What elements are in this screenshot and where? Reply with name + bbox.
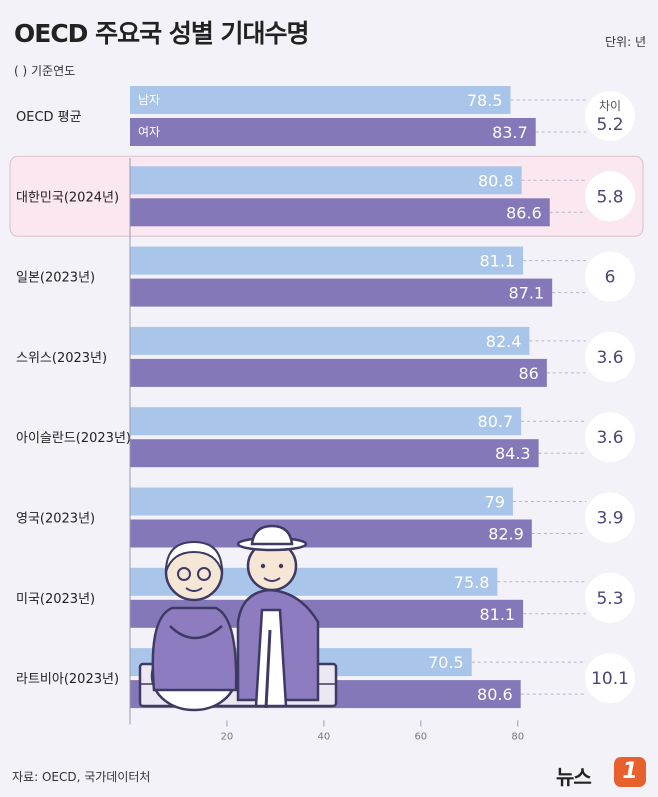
value-label-male: 80.7: [478, 412, 514, 431]
bar-male: [130, 326, 530, 355]
bar-male: [130, 246, 524, 275]
gap-value: 5.3: [596, 589, 623, 609]
value-label-female: 80.6: [477, 685, 513, 704]
value-label-female: 81.1: [479, 605, 515, 624]
category-label: OECD 평균: [16, 110, 82, 125]
x-tick-label: 80: [511, 731, 524, 742]
value-label-female: 84.3: [495, 444, 531, 463]
gap-circle: [585, 572, 635, 623]
gap-value: 3.6: [596, 348, 623, 368]
gap-circle: [585, 251, 635, 302]
bar-female: [130, 278, 553, 307]
legend-female: 여자: [138, 125, 160, 139]
category-label: 라트비아(2023년): [16, 672, 119, 687]
bar-male: [130, 166, 522, 195]
value-label-female: 87.1: [509, 284, 545, 303]
logo-text: 뉴스: [556, 765, 592, 789]
gap-circle: [585, 171, 635, 222]
value-label-female: 86.6: [506, 203, 542, 222]
category-label: 스위스(2023년): [16, 351, 107, 366]
elderly-couple-illustration: [138, 524, 338, 712]
chart-title: OECD 주요국 성별 기대수명: [14, 19, 310, 48]
category-label: 대한민국(2024년): [16, 190, 119, 205]
value-label-male: 80.8: [478, 171, 514, 190]
value-label-male: 75.8: [454, 573, 490, 592]
year-note: ( ) 기준연도: [14, 64, 76, 78]
value-label-female: 82.9: [488, 525, 524, 544]
gap-value: 6: [605, 268, 616, 288]
category-label: 일본(2023년): [16, 271, 95, 286]
value-label-male: 78.5: [467, 91, 503, 110]
gap-value: 5.2: [596, 115, 623, 135]
bar-female: [130, 358, 547, 387]
news1-logo: 뉴스 1: [556, 757, 650, 789]
gap-circle: [585, 91, 635, 141]
bar-male: [130, 407, 522, 436]
gap-value: 3.6: [596, 428, 623, 448]
x-tick-label: 40: [318, 731, 331, 742]
value-label-female: 86: [518, 364, 538, 383]
gap-circle: [585, 412, 635, 463]
gap-circle: [585, 492, 635, 543]
bar-female: [130, 439, 539, 468]
source-note: 자료: OECD, 국가데이터처: [12, 770, 151, 784]
bar-female: [130, 198, 550, 227]
category-label: 영국(2023년): [16, 512, 95, 527]
gap-value: 3.9: [596, 509, 623, 529]
unit-label: 단위: 년: [605, 35, 646, 49]
value-label-male: 81.1: [479, 252, 515, 271]
x-tick-label: 20: [221, 731, 234, 742]
category-label: 아이슬란드(2023년): [16, 431, 131, 446]
bar-female: [130, 118, 536, 146]
gap-value: 5.8: [596, 187, 623, 207]
value-label-male: 82.4: [486, 332, 522, 351]
value-label-female: 83.7: [492, 123, 528, 142]
bar-male: [130, 487, 513, 516]
gap-circle: [585, 653, 635, 704]
gap-heading: 차이: [599, 99, 621, 113]
gap-value: 10.1: [591, 669, 629, 689]
value-label-male: 70.5: [428, 653, 464, 672]
logo-badge: 1: [614, 757, 646, 787]
bar-male: [130, 86, 511, 114]
x-tick-label: 60: [414, 731, 427, 742]
legend-male: 남자: [138, 93, 160, 107]
gap-circle: [585, 331, 635, 382]
category-label: 미국(2023년): [16, 592, 95, 607]
value-label-male: 79: [485, 493, 505, 512]
